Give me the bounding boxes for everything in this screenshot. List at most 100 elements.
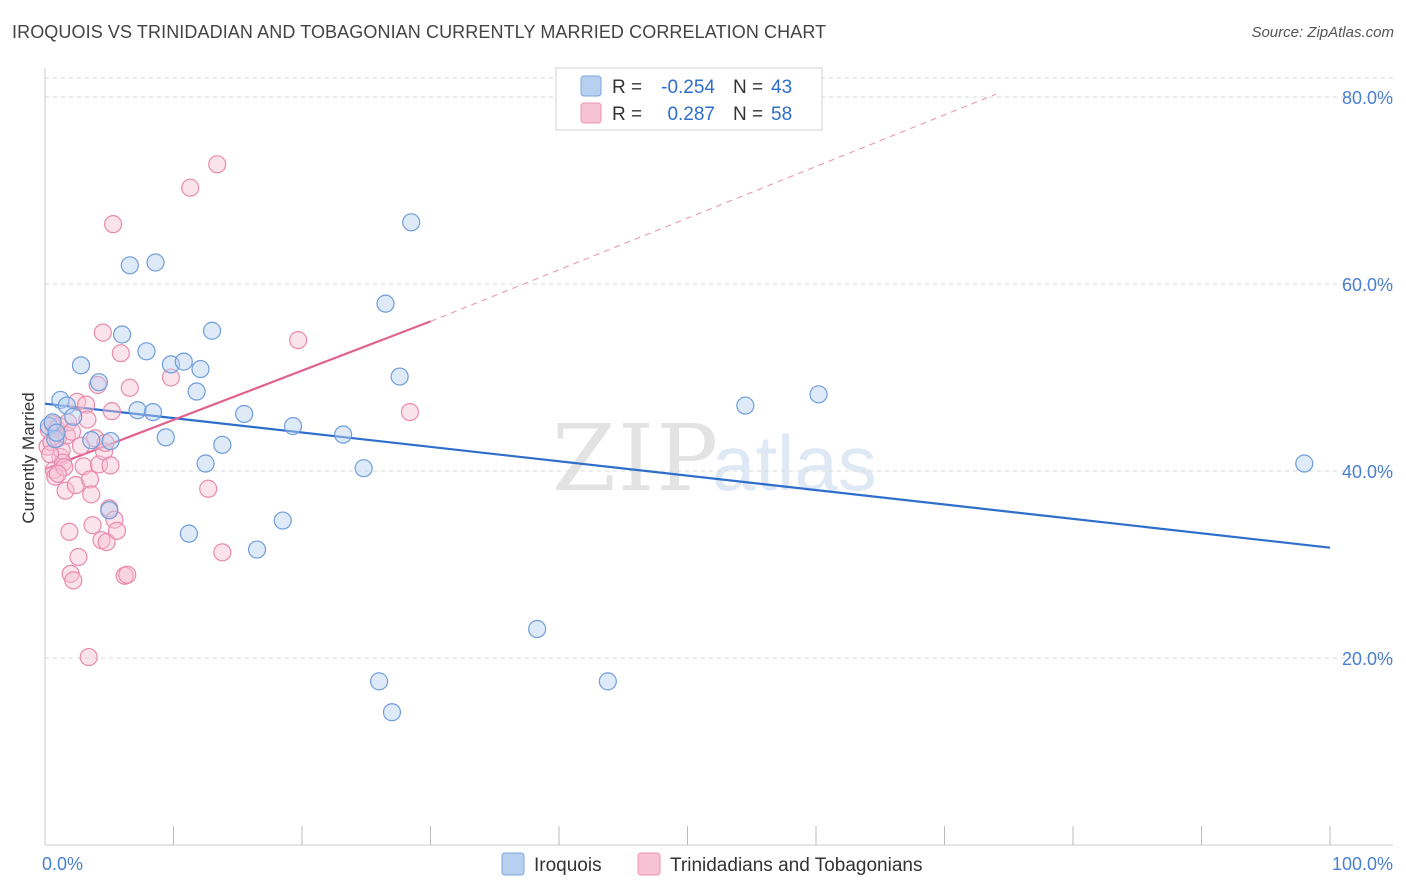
point-trinidadians [83, 516, 102, 535]
legend-r-label-iroquois: R = [612, 77, 642, 98]
series-legend-swatch-iroquois [501, 852, 525, 876]
point-iroquois [101, 431, 120, 451]
point-iroquois [247, 540, 267, 559]
point-trinidadians [82, 485, 101, 504]
series-legend: Iroquois Trinidadians and Tobagonians [501, 852, 922, 876]
point-iroquois [82, 431, 101, 450]
y-tick-label: 40.0% [1342, 462, 1393, 482]
point-iroquois [120, 256, 139, 275]
point-trinidadians [80, 470, 100, 489]
point-trinidadians [199, 479, 218, 498]
point-iroquois [202, 321, 222, 340]
legend-r-value-trinidadians: 0.287 [667, 104, 715, 125]
y-axis-label: Currently Married [19, 392, 38, 523]
point-iroquois [112, 325, 132, 344]
point-iroquois [283, 417, 303, 436]
x-tick-label-min: 0.0% [42, 854, 83, 874]
point-trinidadians [101, 456, 120, 475]
axes: 20.0% 40.0% 60.0% 80.0% 0.0% 100.0% [42, 68, 1393, 874]
point-iroquois [382, 703, 402, 722]
point-trinidadians [79, 647, 98, 667]
point-iroquois [47, 423, 66, 442]
point-trinidadians [161, 368, 181, 387]
legend-swatch-iroquois [580, 75, 602, 97]
point-iroquois [146, 253, 165, 272]
point-iroquois [196, 454, 215, 473]
point-iroquois [809, 385, 828, 404]
point-iroquois [89, 373, 109, 392]
legend-n-value-trinidadians: 58 [771, 104, 792, 125]
point-trinidadians [208, 155, 227, 174]
point-iroquois [213, 435, 232, 454]
grid-lines [45, 77, 1393, 659]
point-iroquois [273, 511, 292, 530]
series-legend-swatch-trinidadians [637, 852, 661, 876]
point-trinidadians [48, 464, 67, 483]
point-iroquois [402, 213, 421, 232]
legend-r-label-trinidadians: R = [612, 104, 642, 125]
point-trinidadians [105, 510, 124, 529]
legend-r-value-iroquois: -0.254 [661, 77, 715, 98]
point-iroquois [143, 402, 163, 422]
point-trinidadians [93, 323, 112, 342]
point-iroquois [390, 367, 409, 386]
point-trinidadians [289, 331, 308, 350]
legend-n-value-iroquois: 43 [771, 77, 792, 98]
point-trinidadians [77, 395, 96, 414]
point-trinidadians [71, 436, 91, 455]
point-trinidadians [74, 457, 93, 476]
point-trinidadians [62, 422, 82, 441]
series-legend-label-trinidadians: Trinidadians and Tobagonians [670, 855, 922, 876]
y-tick-label: 60.0% [1342, 275, 1393, 295]
point-trinidadians [78, 410, 97, 429]
source-credit: Source: ZipAtlas.com [1251, 24, 1394, 41]
point-trinidadians [56, 481, 75, 500]
point-trinidadians [111, 344, 130, 363]
point-iroquois [57, 396, 76, 415]
point-iroquois [1295, 454, 1314, 473]
point-trinidadians [181, 178, 200, 197]
point-iroquois [71, 356, 91, 375]
point-trinidadians [107, 521, 127, 540]
y-tick-label: 80.0% [1342, 88, 1393, 108]
point-iroquois [179, 524, 199, 543]
point-iroquois [174, 352, 193, 371]
point-iroquois [64, 407, 83, 426]
point-iroquois [100, 501, 119, 520]
point-trinidadians [213, 543, 232, 562]
point-trinidadians [69, 547, 88, 567]
point-trinidadians [97, 532, 116, 552]
point-trinidadians [120, 378, 139, 397]
point-iroquois [235, 404, 254, 424]
chart-title: IROQUOIS VS TRINIDADIAN AND TOBAGONIAN C… [12, 22, 827, 42]
stats-legend: R = -0.254 N = 43 R = 0.287 N = 58 [555, 67, 823, 131]
point-trinidadians [104, 215, 123, 234]
point-iroquois [46, 430, 65, 449]
point-iroquois [376, 294, 395, 313]
data-points [38, 155, 1314, 722]
point-iroquois [736, 396, 755, 415]
series-legend-label-iroquois: Iroquois [534, 855, 602, 876]
trend-line-trinidadians-extended [430, 93, 997, 322]
point-trinidadians [118, 565, 137, 584]
point-iroquois [156, 428, 175, 447]
y-tick-label: 20.0% [1342, 649, 1393, 669]
point-iroquois [187, 382, 206, 401]
point-trinidadians [60, 522, 79, 541]
point-iroquois [598, 672, 617, 691]
point-trinidadians [102, 402, 121, 421]
point-iroquois [370, 672, 389, 691]
trend-line-iroquois [44, 402, 1331, 549]
point-iroquois [191, 359, 210, 379]
x-tick-label-max: 100.0% [1332, 854, 1393, 874]
legend-n-label-trinidadians: N = [733, 104, 763, 125]
watermark-zip: ZIP [552, 405, 720, 512]
point-iroquois [354, 459, 373, 478]
point-trinidadians [400, 402, 420, 422]
legend-swatch-trinidadians [580, 102, 602, 124]
point-iroquois [528, 619, 547, 639]
legend-n-label-iroquois: N = [733, 77, 763, 98]
point-iroquois [128, 401, 147, 420]
